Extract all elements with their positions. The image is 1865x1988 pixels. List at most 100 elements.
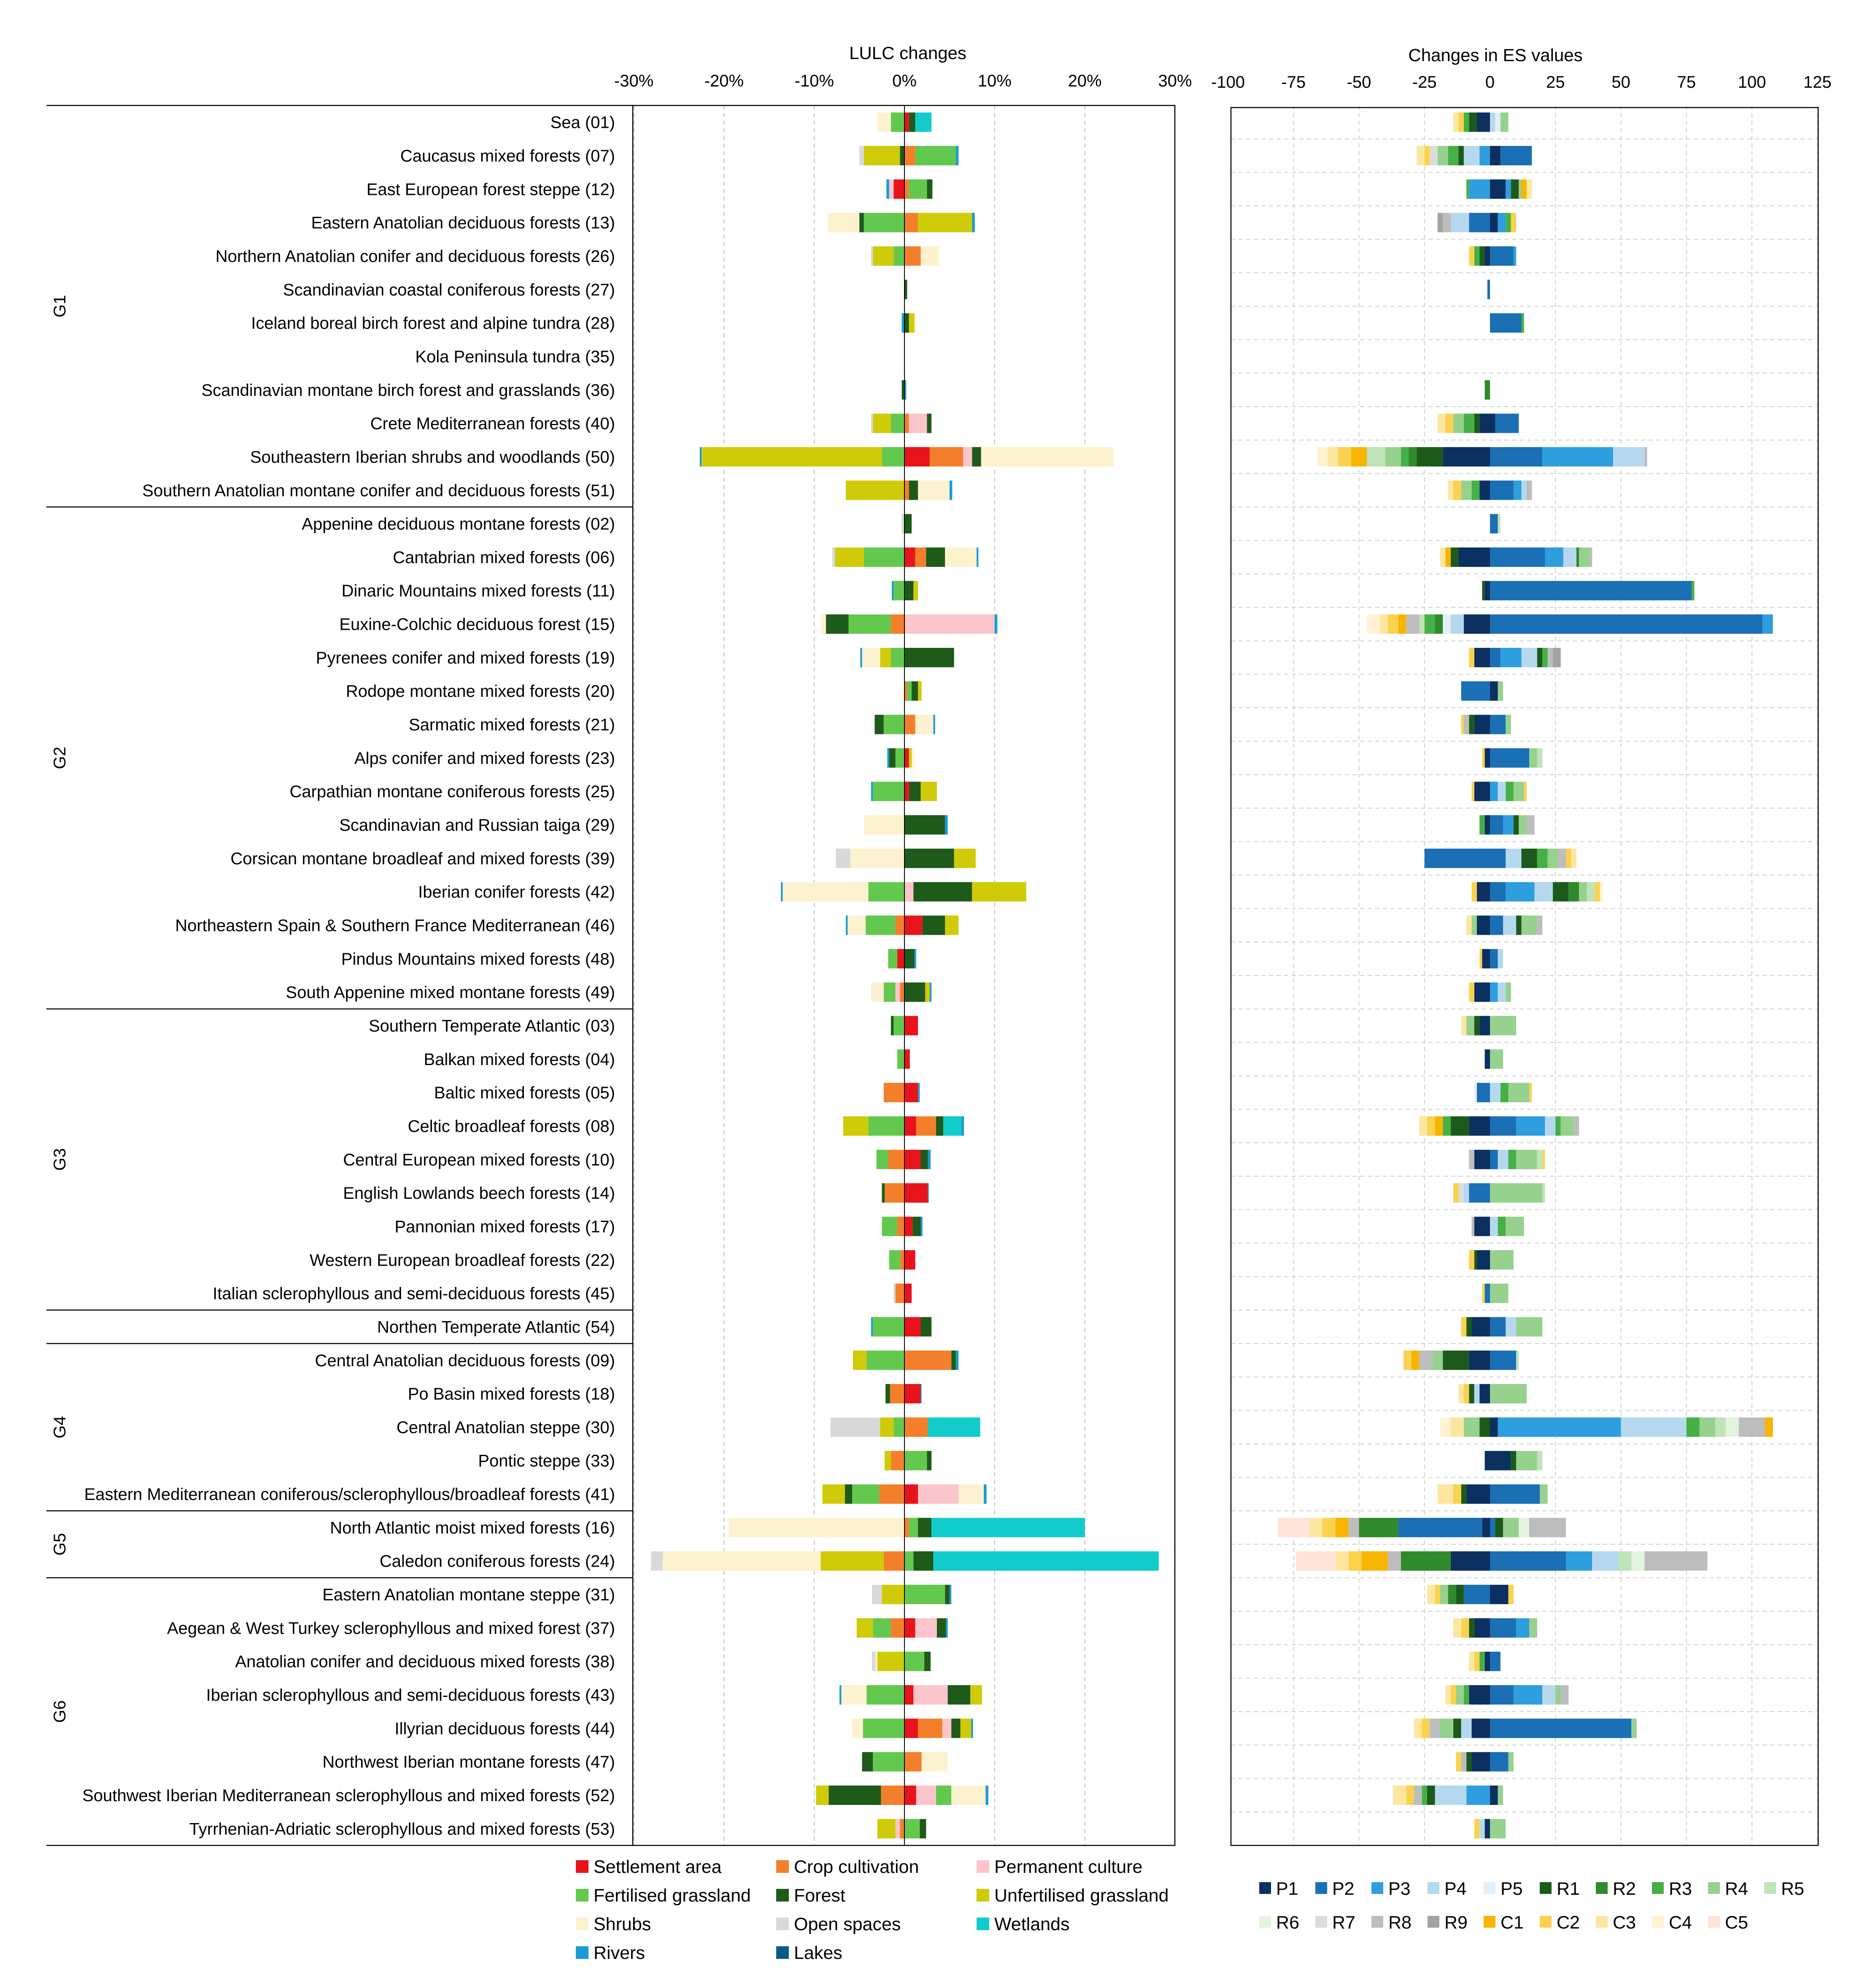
lulc-bar-segment	[912, 748, 915, 768]
row-label: Tyrrhenian-Adriatic sclerophyllous and m…	[189, 1820, 615, 1838]
lulc-bar-segment	[862, 647, 880, 667]
es-bar-segment	[1469, 1116, 1490, 1136]
es-bar-segment	[1474, 982, 1490, 1002]
es-bar-segment	[1482, 748, 1485, 768]
es-bar-segment	[1526, 480, 1532, 500]
es-bar-segment	[1398, 1518, 1482, 1538]
lulc-bar-segment	[864, 146, 900, 165]
es-bar-segment	[1427, 1585, 1435, 1605]
row-label: Scandinavian coastal coniferous forests …	[283, 281, 615, 299]
es-bar-segment	[1450, 1116, 1469, 1136]
es-bar-segment	[1490, 1149, 1498, 1169]
es-bar-segment	[1490, 1217, 1498, 1236]
es-bar-segment	[1474, 1651, 1480, 1671]
lulc-bar-segment	[891, 1451, 904, 1470]
lulc-bar-segment	[856, 1618, 873, 1638]
es-tick-label: 75	[1677, 73, 1696, 92]
es-bar-segment	[1498, 213, 1506, 232]
lulc-bar-segment	[859, 213, 864, 232]
es-bar-segment	[1482, 581, 1485, 601]
lulc-bar-segment	[904, 949, 915, 968]
row-label: Sea (01)	[551, 113, 615, 132]
es-bar-segment	[1631, 1718, 1637, 1738]
legend-swatch	[1708, 1916, 1720, 1928]
lulc-bar-segment	[904, 1752, 922, 1772]
es-bar-segment	[1506, 1217, 1524, 1236]
es-bar-segment	[1482, 1518, 1490, 1538]
es-bar-segment	[1469, 1149, 1474, 1169]
es-bar-segment	[1458, 1384, 1464, 1404]
es-bar-segment	[1506, 882, 1535, 902]
es-bar-segment	[1474, 715, 1490, 734]
es-bar-segment	[1351, 447, 1367, 467]
lulc-bar-segment	[909, 413, 927, 433]
es-bar-segment	[1592, 1551, 1619, 1571]
legend-label: P5	[1501, 1879, 1523, 1899]
es-bar-segment	[1466, 1317, 1472, 1337]
es-bar-segment	[1506, 982, 1511, 1002]
es-bar-segment	[1490, 1451, 1511, 1470]
es-bar-segment	[1487, 280, 1490, 299]
es-bar-segment	[1490, 1718, 1632, 1738]
legend-swatch	[1484, 1916, 1495, 1928]
es-bar-segment	[1537, 1149, 1543, 1169]
es-bar-segment	[1553, 647, 1561, 667]
lulc-bar-segment	[893, 581, 904, 601]
es-tick-labels: -100 -75 -50 -25 0 25 50 75 100 125	[1211, 73, 1832, 92]
row-label: Central Anatolian deciduous forests (09)	[315, 1351, 615, 1370]
es-bar-segment	[1524, 782, 1527, 801]
es-bar-segment	[1435, 1786, 1467, 1805]
es-bar-segment	[1506, 848, 1522, 868]
lulc-bar-segment	[904, 1350, 952, 1370]
lulc-bar-segment	[981, 447, 1114, 467]
es-bar-segment	[1542, 647, 1548, 667]
lulc-bar-segment	[915, 146, 956, 165]
lulc-bar-segment	[918, 1718, 942, 1738]
es-bar-segment	[1495, 112, 1501, 132]
es-bar-segment	[1490, 1752, 1509, 1772]
es-bar-segment	[1450, 1685, 1456, 1705]
es-bar-segment	[1437, 213, 1443, 232]
es-bar-segment	[1521, 848, 1537, 868]
row-label: Po Basin mixed forests (18)	[408, 1385, 615, 1403]
lulc-bar-segment	[904, 112, 909, 132]
es-bar-segment	[1445, 1685, 1451, 1705]
es-bar-segment	[1445, 413, 1454, 433]
lulc-bar-segment	[931, 1518, 1085, 1538]
lulc-bar-segment	[873, 1618, 891, 1638]
lulc-bar-segment	[913, 581, 918, 601]
es-bar-segment	[1458, 547, 1490, 567]
lulc-bar-segment	[895, 982, 900, 1002]
lulc-bar-segment	[888, 949, 897, 968]
legend-swatch	[1259, 1916, 1271, 1928]
es-bar-segment	[1568, 882, 1579, 902]
es-bar-segment	[1587, 882, 1595, 902]
es-bar-segment	[1500, 1083, 1509, 1103]
es-bar-segment	[1490, 848, 1506, 868]
lulc-bar-segment	[916, 1786, 936, 1805]
lulc-bar-segment	[904, 848, 954, 868]
lulc-bar-segment	[929, 447, 963, 467]
lulc-bar-segment	[901, 313, 904, 333]
es-bar-segment	[1506, 1317, 1517, 1337]
legend-label: C4	[1669, 1912, 1692, 1933]
lulc-bar-segment	[904, 1651, 925, 1671]
es-bar-segment	[1448, 1585, 1456, 1605]
es-bar-segment	[1686, 1417, 1700, 1437]
lulc-bar-segment	[943, 1116, 961, 1136]
row-label: Eastern Anatolian deciduous forests (13)	[311, 214, 615, 232]
lulc-bar-segment	[699, 447, 702, 467]
es-bar-segment	[1555, 1685, 1561, 1705]
es-bar-segment	[1445, 547, 1451, 567]
row-label: Central Anatolian steppe (30)	[397, 1418, 615, 1437]
es-bar-segment	[1309, 1518, 1323, 1538]
es-bar-segment	[1513, 1685, 1543, 1705]
lulc-bar-segment	[832, 547, 835, 567]
es-bar-segment	[1511, 179, 1519, 199]
lulc-bar-segment	[904, 313, 909, 333]
es-bar-segment	[1461, 1718, 1472, 1738]
legend-label: C1	[1501, 1912, 1524, 1933]
lulc-bar-segment	[904, 1384, 921, 1404]
es-bar-segment	[1474, 246, 1480, 266]
row-label: Western European broadleaf forests (22)	[310, 1251, 615, 1270]
